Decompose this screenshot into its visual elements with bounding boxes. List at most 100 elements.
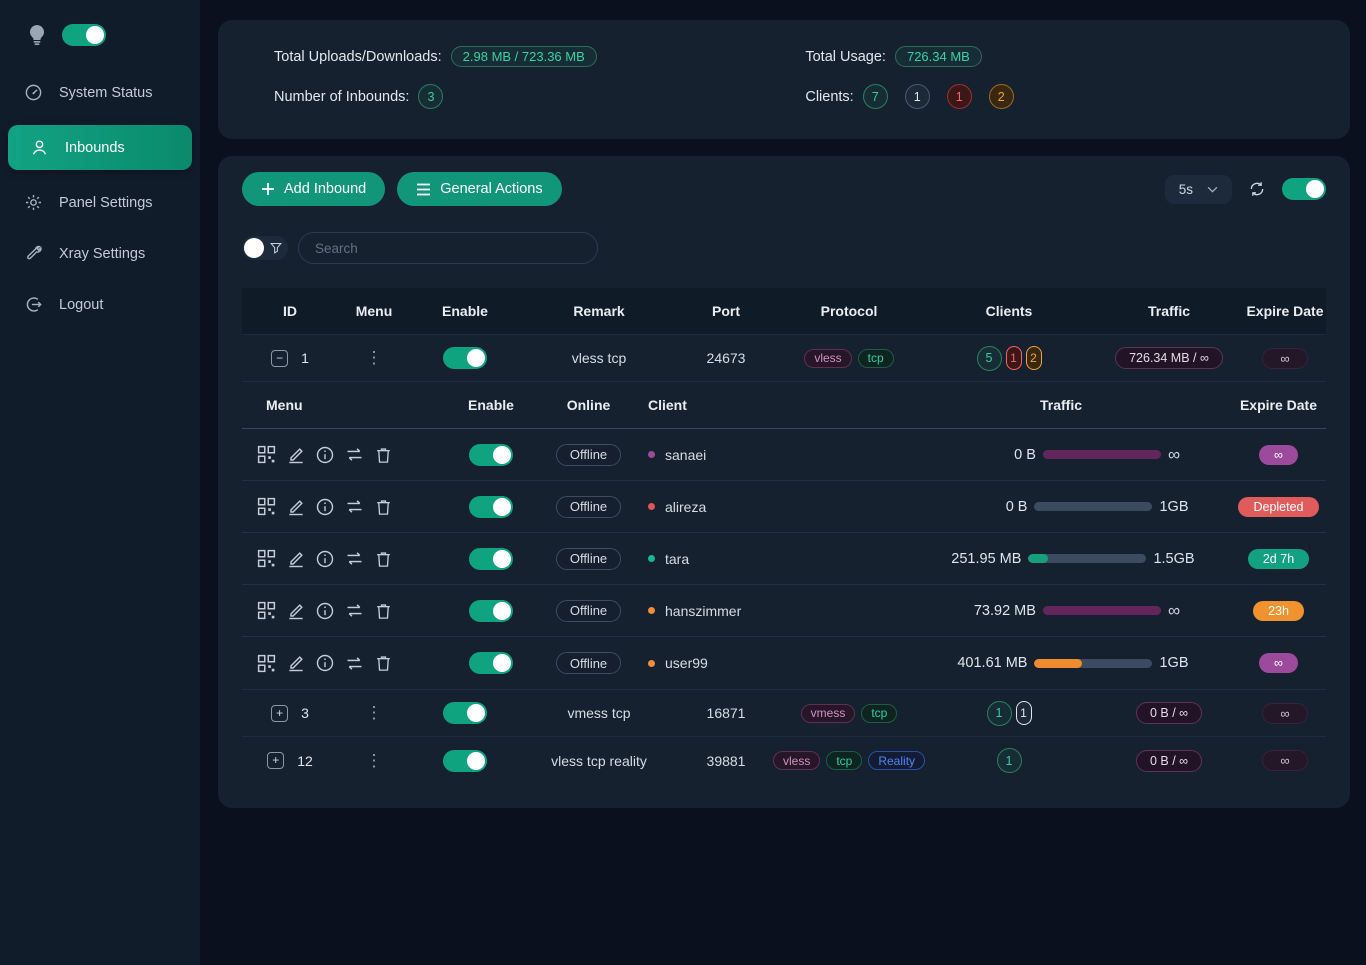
qr-code-icon[interactable] (256, 548, 277, 569)
inbound-row: + 12 ⋮ vless tcp reality 39881 vless tcp… (242, 737, 1326, 784)
protocol-badge: vmess (800, 703, 856, 723)
row-menu-button[interactable]: ⋮ (365, 703, 383, 722)
info-icon[interactable] (315, 445, 335, 465)
main-content: Total Uploads/Downloads: 2.98 MB / 723.3… (200, 0, 1366, 965)
auto-refresh-toggle[interactable] (1282, 178, 1326, 200)
traffic-badge: 0 B / ∞ (1135, 702, 1203, 724)
col-header-id: ID (283, 303, 297, 319)
logout-icon (24, 295, 43, 314)
col-header-expire: Expire Date (1246, 303, 1324, 319)
edit-icon[interactable] (286, 497, 306, 517)
online-status-badge: Offline (555, 547, 622, 570)
stat-label: Total Uploads/Downloads: (274, 48, 442, 65)
sidebar-item-logout[interactable]: Logout (0, 282, 200, 327)
sidebar-item-label: Xray Settings (59, 245, 146, 262)
reset-traffic-icon[interactable] (344, 600, 365, 621)
sidebar-item-xray-settings[interactable]: Xray Settings (0, 231, 200, 276)
client-color-dot (648, 503, 655, 510)
inbound-id: 12 (297, 752, 313, 769)
filter-toggle[interactable] (242, 236, 288, 260)
qr-code-icon[interactable] (256, 653, 277, 674)
traffic-used: 73.92 MB (973, 602, 1036, 619)
delete-icon[interactable] (374, 497, 393, 517)
filter-funnel-icon (270, 242, 282, 254)
stat-label: Clients: (805, 88, 854, 105)
reset-traffic-icon[interactable] (344, 548, 365, 569)
traffic-bar (1042, 606, 1161, 615)
info-icon[interactable] (315, 549, 335, 569)
info-icon[interactable] (315, 601, 335, 621)
inbounds-count-badge: 3 (418, 84, 444, 109)
traffic-bar (1034, 658, 1153, 668)
plus-icon (261, 182, 275, 196)
protocol-badge: Reality (868, 751, 926, 770)
client-count-badge: 1 (986, 700, 1012, 726)
theme-bulb-icon (28, 25, 46, 45)
general-actions-button[interactable]: General Actions (397, 172, 562, 206)
row-menu-button[interactable]: ⋮ (365, 348, 383, 367)
qr-code-icon[interactable] (256, 600, 277, 621)
col-header-menu: Menu (355, 303, 393, 319)
refresh-icon[interactable] (1248, 180, 1266, 198)
col-header-menu: Menu (266, 397, 303, 413)
client-enable-toggle[interactable] (469, 599, 513, 622)
client-color-dot (648, 451, 655, 458)
edit-icon[interactable] (286, 601, 306, 621)
traffic-badge: 726.34 MB / ∞ (1115, 347, 1223, 369)
client-color-dot (648, 607, 655, 614)
client-expire-badge: 2d 7h (1247, 548, 1310, 569)
clients-count-badge: 1 (904, 84, 930, 109)
toolbar: Add Inbound General Actions 5s (242, 172, 1326, 206)
client-enable-toggle[interactable] (469, 547, 513, 570)
client-enable-toggle[interactable] (469, 443, 513, 466)
reset-traffic-icon[interactable] (344, 444, 365, 465)
edit-icon[interactable] (286, 549, 306, 569)
sidebar-item-system-status[interactable]: System Status (0, 70, 200, 115)
qr-code-icon[interactable] (256, 496, 277, 517)
clients-count-badge: 2 (988, 84, 1014, 109)
inbound-enable-toggle[interactable] (443, 347, 487, 369)
gear-icon (24, 193, 43, 212)
sidebar-item-panel-settings[interactable]: Panel Settings (0, 180, 200, 225)
add-inbound-button[interactable]: Add Inbound (242, 172, 386, 206)
user-icon (30, 138, 49, 157)
wrench-icon (24, 244, 43, 263)
qr-code-icon[interactable] (256, 444, 277, 465)
delete-icon[interactable] (374, 653, 393, 673)
expire-badge: ∞ (1262, 347, 1308, 369)
clients-count-badge: 7 (862, 84, 888, 109)
edit-icon[interactable] (286, 653, 306, 673)
chevron-down-icon (1207, 186, 1218, 193)
subtable-header-row: Menu Enable Online Client Traffic Expire… (242, 382, 1326, 429)
client-row: Offline alireza 0 B 1GB Depleted (242, 481, 1326, 533)
info-icon[interactable] (315, 497, 335, 517)
reset-traffic-icon[interactable] (344, 653, 365, 674)
traffic-used: 401.61 MB (957, 655, 1028, 671)
online-status-badge: Offline (555, 495, 622, 518)
client-row: Offline tara 251.95 MB 1.5GB 2d 7h (242, 533, 1326, 585)
client-enable-toggle[interactable] (469, 495, 513, 518)
edit-icon[interactable] (286, 445, 306, 465)
reset-traffic-icon[interactable] (344, 496, 365, 517)
row-menu-button[interactable]: ⋮ (365, 750, 383, 770)
delete-icon[interactable] (374, 445, 393, 465)
expand-row-button[interactable]: + (271, 704, 289, 722)
traffic-limit: ∞ (1167, 600, 1181, 620)
inbound-enable-toggle[interactable] (443, 702, 487, 724)
sidebar-item-inbounds[interactable]: Inbounds (8, 125, 192, 170)
refresh-interval-select[interactable]: 5s (1164, 174, 1232, 204)
delete-icon[interactable] (374, 549, 393, 569)
delete-icon[interactable] (374, 601, 393, 621)
client-enable-toggle[interactable] (469, 652, 513, 674)
theme-toggle[interactable] (62, 24, 106, 46)
client-name: user99 (665, 655, 708, 671)
search-input[interactable] (298, 232, 598, 264)
traffic-used: 0 B (1014, 446, 1036, 463)
client-name: sanaei (665, 446, 707, 463)
inbound-enable-toggle[interactable] (443, 749, 487, 772)
info-icon[interactable] (315, 653, 335, 673)
collapse-row-button[interactable]: − (271, 349, 289, 367)
expand-row-button[interactable]: + (267, 752, 285, 769)
stats-card: Total Uploads/Downloads: 2.98 MB / 723.3… (218, 20, 1350, 139)
